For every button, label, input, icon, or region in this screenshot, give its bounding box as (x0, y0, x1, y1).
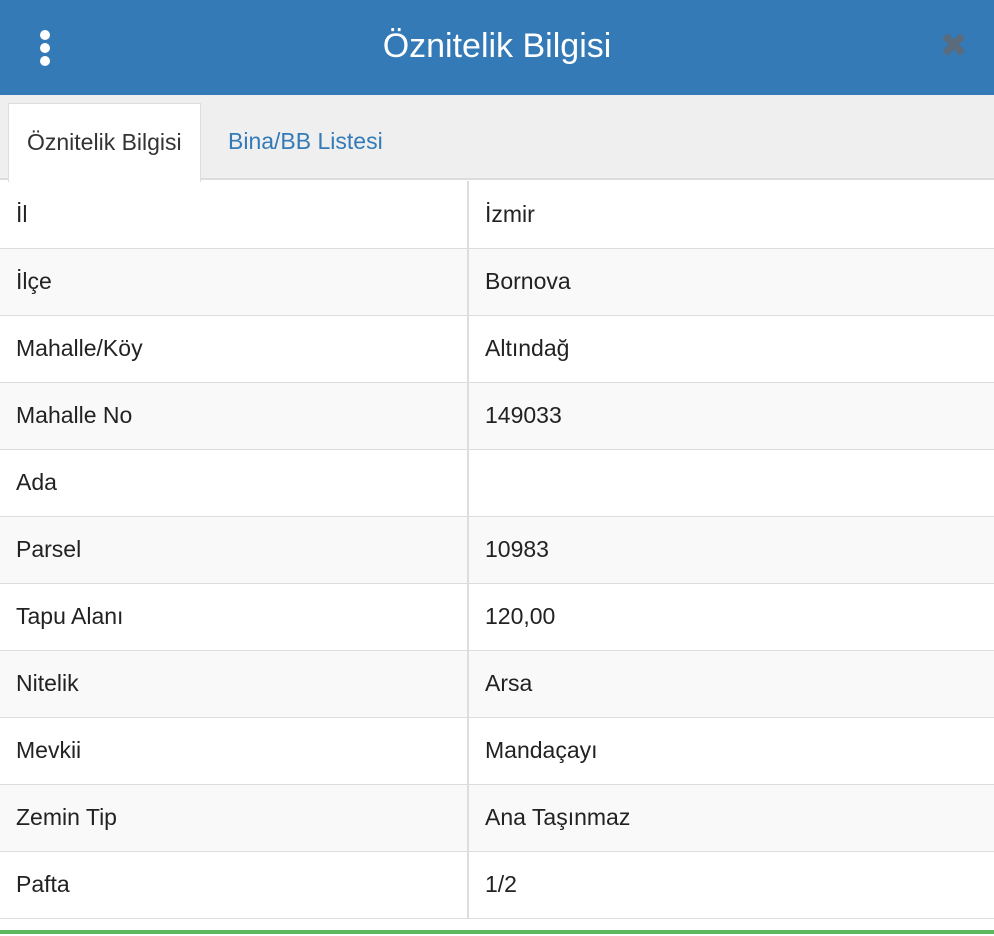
field-value: 10983 (468, 516, 994, 584)
table-row: Parsel 10983 (0, 516, 994, 584)
table-row: İlçe Bornova (0, 248, 994, 316)
tab[interactable]: Öznitelik Bilgisi (8, 103, 201, 182)
field-label: Mevkii (0, 717, 469, 785)
field-value: Ana Taşınmaz (468, 784, 994, 852)
field-label: Mahalle/Köy (0, 315, 469, 383)
field-label: Tapu Alanı (0, 583, 469, 651)
field-value: Altındağ (468, 315, 994, 383)
field-label: Zemin Tip (0, 784, 469, 852)
field-label: Pafta (0, 851, 469, 919)
field-value: İzmir (468, 181, 994, 249)
close-button[interactable]: ✖ (939, 27, 969, 65)
field-label: Parsel (0, 516, 469, 584)
table-row: Mahalle No 149033 (0, 382, 994, 450)
table-row: Pafta 1/2 (0, 851, 994, 919)
table-row: Ada (0, 449, 994, 517)
field-label: İl (0, 181, 469, 249)
table-row: Mahalle/Köy Altındağ (0, 315, 994, 383)
field-value: Bornova (468, 248, 994, 316)
field-value (468, 449, 994, 517)
table-row: Nitelik Arsa (0, 650, 994, 718)
table-row: Mevkii Mandaçayı (0, 717, 994, 785)
field-value: Arsa (468, 650, 994, 718)
field-value: 120,00 (468, 583, 994, 651)
tab[interactable]: Bina/BB Listesi (228, 128, 383, 154)
footer-line (0, 930, 994, 934)
header-title: Öznitelik Bilgisi (382, 27, 612, 65)
tab-bar: Öznitelik Bilgisi Bina/BB Listesi (0, 95, 994, 182)
attribute-table: İl İzmir İlçe Bornova Mahalle/Köy Altındağ Mah… (0, 181, 994, 919)
table-row: Zemin Tip Ana Taşınmaz (0, 784, 994, 852)
field-label: Ada (0, 449, 469, 517)
field-label: Nitelik (0, 650, 469, 718)
header: Öznitelik Bilgisi ✖ (0, 0, 994, 95)
table-row: İl İzmir (0, 181, 994, 249)
field-label: Mahalle No (0, 382, 469, 450)
field-value: Mandaçayı (468, 717, 994, 785)
field-value: 149033 (468, 382, 994, 450)
field-label: İlçe (0, 248, 469, 316)
field-value: 1/2 (468, 851, 994, 919)
table-row: Tapu Alanı 120,00 (0, 583, 994, 651)
menu-button[interactable] (40, 30, 50, 69)
